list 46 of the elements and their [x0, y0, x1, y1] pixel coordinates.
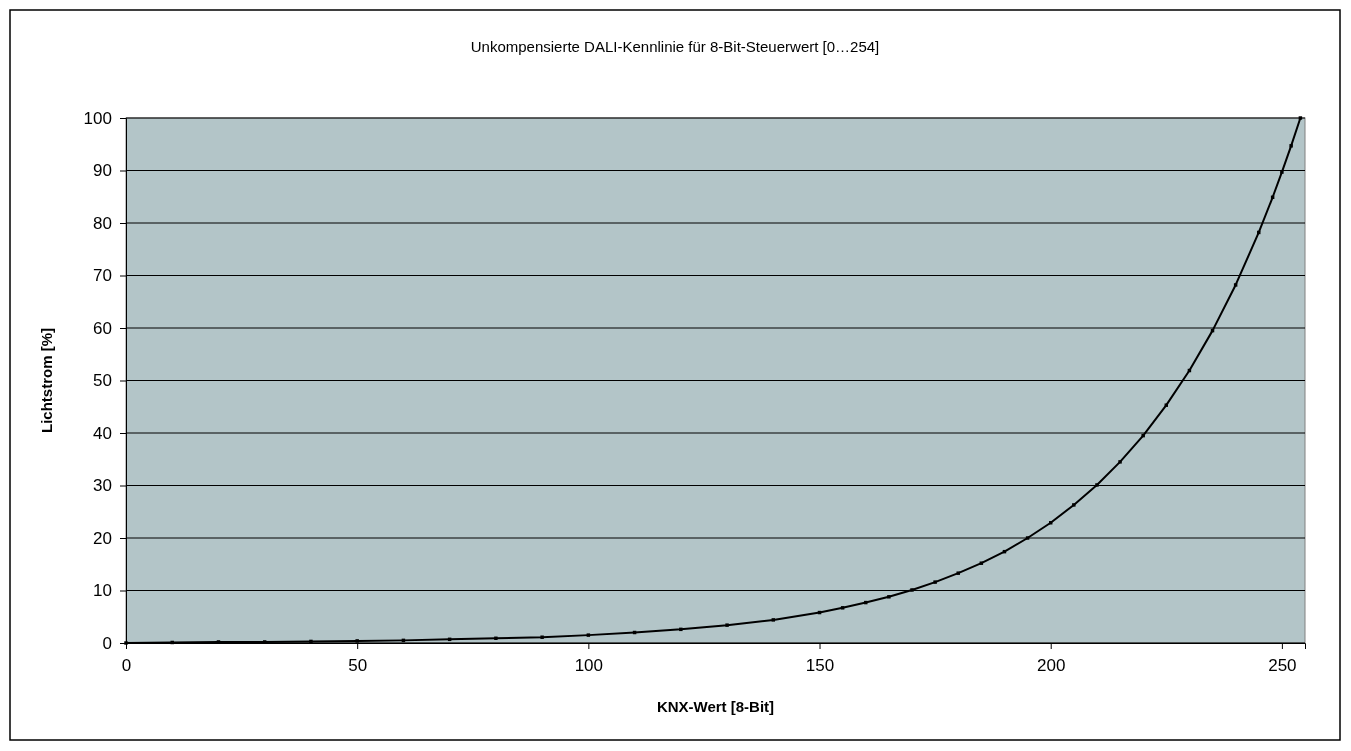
y-tick-label: 100	[83, 108, 112, 128]
chart-title: Unkompensierte DALI-Kennlinie für 8-Bit-Steuerwert [0…254]	[470, 38, 880, 55]
point	[887, 595, 891, 599]
point	[910, 588, 914, 592]
y-tick-label: 10	[92, 581, 112, 601]
point	[1025, 536, 1030, 540]
x-tick-label: 200	[1037, 655, 1066, 675]
point	[1048, 521, 1053, 525]
point	[1280, 170, 1284, 174]
point	[679, 627, 683, 632]
y-tick-label: 90	[92, 161, 112, 181]
point	[586, 633, 591, 637]
y-tick-label: 30	[92, 476, 112, 496]
y-tick-label: 40	[92, 423, 112, 443]
point	[1233, 283, 1238, 287]
point	[494, 636, 498, 641]
point	[933, 580, 937, 584]
point	[1072, 503, 1076, 507]
point	[1164, 403, 1169, 407]
point	[956, 571, 960, 575]
point	[1141, 433, 1145, 438]
point	[540, 635, 544, 639]
point	[1118, 460, 1122, 464]
y-tick-label: 70	[92, 266, 112, 286]
x-tick-label: 50	[348, 655, 368, 675]
y-tick-label: 80	[92, 213, 112, 233]
point	[771, 618, 776, 622]
y-tick-label: 50	[92, 371, 112, 391]
point	[1298, 116, 1303, 120]
point	[355, 639, 359, 643]
y-tick-label: 60	[92, 318, 112, 338]
x-axis-title: KNX-Wert [8-Bit]	[656, 698, 775, 715]
point	[124, 641, 128, 645]
x-tick-label: 100	[574, 655, 604, 675]
point	[840, 606, 845, 610]
point	[979, 561, 984, 565]
x-tick-label: 0	[121, 655, 132, 675]
point	[1289, 144, 1293, 148]
y-tick-label: 0	[102, 633, 112, 653]
point	[309, 639, 313, 644]
x-tick-label: 250	[1268, 655, 1297, 675]
y-tick-label: 20	[92, 528, 112, 548]
y-axis-title: Lichtstrom [%]	[38, 328, 55, 433]
point	[725, 623, 729, 627]
point	[1095, 483, 1099, 487]
x-tick-label: 150	[805, 655, 835, 675]
